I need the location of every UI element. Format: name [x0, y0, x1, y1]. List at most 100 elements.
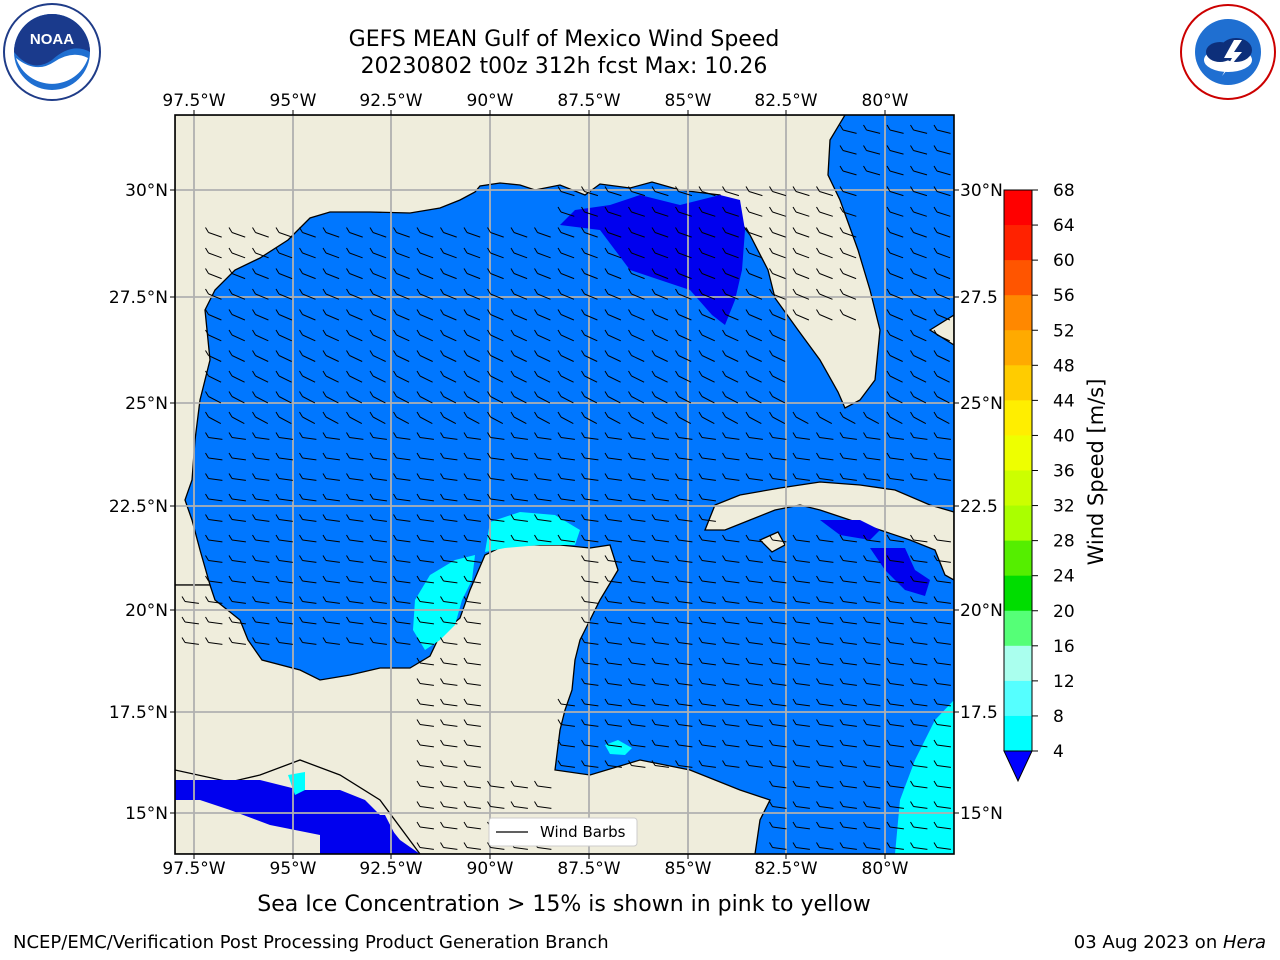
wind-barb [419, 437, 434, 440]
wind-barb-flag [604, 268, 609, 274]
wind-barb-flag [369, 493, 374, 500]
wind-barb-flag [487, 801, 491, 807]
wind-barb-flag [933, 780, 938, 787]
wind-barb [889, 375, 903, 383]
wind-barb [302, 273, 316, 280]
wind-barb [278, 232, 293, 238]
wind-barb [607, 355, 621, 362]
wind-barb-flag [651, 452, 656, 459]
wind-barb-flag [745, 309, 750, 315]
wind-barb [842, 437, 857, 440]
wind-barb [631, 519, 646, 522]
wind-barb [889, 232, 904, 238]
wind-barb [631, 642, 646, 645]
wind-barb-flag [440, 350, 444, 356]
wind-barb-flag [628, 616, 632, 623]
wind-barb [678, 211, 692, 217]
wind-barb [325, 621, 340, 625]
wind-barb [184, 642, 199, 645]
wind-barb [654, 765, 669, 768]
wind-barb-flag [816, 268, 820, 274]
wind-barb [372, 560, 387, 563]
wind-barb-flag [769, 616, 773, 623]
wind-barb [889, 539, 904, 543]
wind-barb-flag [275, 268, 280, 274]
wind-barb [654, 560, 669, 563]
wind-barb [372, 519, 387, 522]
wind-barb-flag [463, 391, 468, 397]
wind-barb [466, 539, 481, 543]
wind-barb-flag [440, 288, 444, 295]
wind-barb [701, 519, 716, 522]
wind-barb [466, 601, 481, 604]
wind-barb [419, 334, 434, 342]
colorbar-tick-label: 8 [1053, 707, 1064, 727]
wind-barb-flag [581, 637, 585, 643]
lon-label-top: 95°W [270, 91, 317, 111]
lon-label-top: 97.5°W [162, 91, 225, 111]
wind-barb [396, 560, 411, 563]
wind-barb-flag [440, 391, 444, 397]
wind-barb [654, 375, 668, 383]
wind-barb-flag [910, 350, 914, 356]
wind-barb [443, 437, 458, 440]
wind-barb [255, 457, 270, 461]
wind-barb [349, 314, 363, 321]
wind-barb-flag [651, 493, 656, 500]
wind-barb-flag [769, 227, 773, 233]
wind-barb [631, 232, 645, 238]
wind-barb-flag [839, 678, 844, 684]
wind-barb [537, 293, 551, 300]
wind-barb-flag [322, 268, 327, 274]
wind-barb-flag [698, 227, 703, 233]
wind-barb [913, 826, 928, 830]
wind-barb-flag [534, 227, 538, 233]
wind-barb [255, 334, 269, 342]
wind-barb-flag [322, 534, 327, 541]
wind-barb-flag [722, 452, 726, 459]
colorbar-tick-label: 56 [1053, 286, 1075, 306]
wind-barb-flag [698, 760, 703, 766]
wind-barb [725, 642, 740, 645]
wind-barb-flag [581, 493, 585, 500]
wind-barb-flag [369, 309, 374, 315]
wind-barb-flag [886, 227, 891, 233]
wind-barb-flag [534, 801, 538, 807]
wind-barb [772, 662, 787, 666]
wind-barb [607, 703, 622, 707]
wind-barb [889, 129, 904, 134]
wind-barb [372, 375, 386, 383]
wind-barb-flag [581, 309, 585, 315]
wind-barb [466, 785, 481, 789]
wind-barb-flag [792, 534, 797, 541]
wind-barb-flag [698, 493, 703, 500]
wind-barb-flag [228, 370, 233, 377]
wind-barb [584, 580, 599, 584]
wind-barb [866, 539, 881, 543]
wind-barb [278, 539, 293, 543]
wind-barb [325, 314, 340, 321]
wind-barb-flag [816, 288, 820, 295]
wind-barb [208, 642, 223, 645]
wind-barb-flag [886, 780, 891, 787]
wind-barb [349, 601, 364, 604]
wind-barb-flag [252, 370, 256, 377]
wind-barb-flag [252, 534, 256, 541]
wind-barb-flag [722, 473, 726, 479]
wind-barb [748, 437, 763, 440]
wind-barb-flag [675, 698, 679, 705]
wind-barb-flag [816, 227, 820, 233]
wind-barb-flag [698, 739, 703, 746]
wind-barb [819, 191, 834, 197]
wind-barb [725, 478, 740, 481]
wind-barb-flag [487, 514, 491, 520]
wind-barb [842, 211, 857, 217]
wind-barb-flag [440, 760, 444, 766]
wind-barb-flag [675, 329, 679, 336]
wind-barb-flag [698, 309, 703, 315]
wind-barb [936, 785, 951, 789]
wind-barb [725, 314, 739, 321]
legend-label: Wind Barbs [540, 823, 626, 841]
wind-barb-flag [816, 616, 820, 623]
wind-barb [560, 355, 574, 362]
